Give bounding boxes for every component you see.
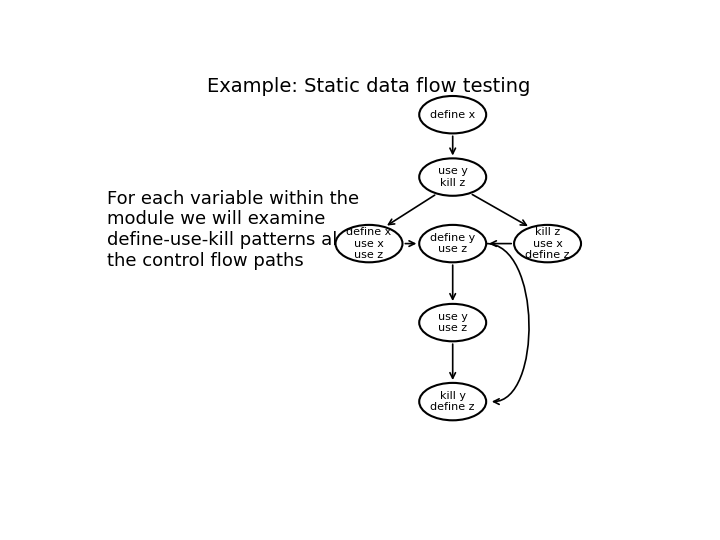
- Text: kill z
use x
define z: kill z use x define z: [526, 227, 570, 260]
- Text: kill y
define z: kill y define z: [431, 391, 475, 413]
- Ellipse shape: [419, 304, 486, 341]
- Text: define y
use z: define y use z: [430, 233, 475, 254]
- Ellipse shape: [419, 383, 486, 420]
- Ellipse shape: [419, 225, 486, 262]
- Text: Example: Static data flow testing: Example: Static data flow testing: [207, 77, 531, 96]
- FancyArrowPatch shape: [486, 244, 529, 404]
- Ellipse shape: [419, 158, 486, 196]
- Ellipse shape: [336, 225, 402, 262]
- Text: use y
use z: use y use z: [438, 312, 467, 333]
- Text: use y
kill z: use y kill z: [438, 166, 467, 188]
- Text: define x
use x
use z: define x use x use z: [346, 227, 392, 260]
- Ellipse shape: [514, 225, 581, 262]
- Ellipse shape: [419, 96, 486, 133]
- Text: define x: define x: [430, 110, 475, 120]
- Text: For each variable within the
module we will examine
define-use-kill patterns alo: For each variable within the module we w…: [107, 190, 371, 270]
